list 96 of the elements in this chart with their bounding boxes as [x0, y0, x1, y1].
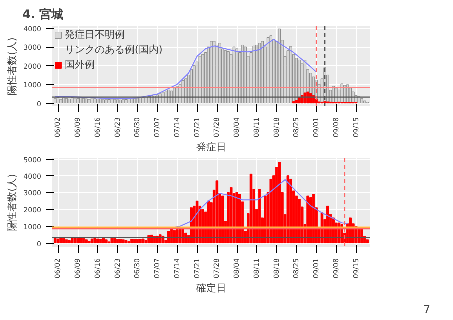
bar: [198, 56, 202, 104]
bar: [272, 39, 276, 104]
bar: [62, 238, 66, 244]
bar: [252, 46, 256, 104]
bar: [227, 52, 230, 104]
bar: [119, 100, 122, 104]
bar: [290, 46, 292, 104]
bar: [278, 28, 282, 104]
bar: [70, 97, 74, 104]
bar: [360, 98, 364, 104]
bar: [65, 240, 68, 244]
bar: [128, 98, 131, 104]
bar: [116, 100, 120, 104]
bar: [218, 43, 222, 104]
bar: [114, 99, 116, 104]
y-axis-title: 陽性者数(人): [6, 174, 19, 232]
legend-label: リンクのある例(国内): [65, 44, 163, 57]
bar: [136, 98, 140, 104]
bar: [130, 239, 134, 244]
bar: [298, 199, 301, 244]
bar: [74, 98, 77, 104]
bar: [88, 241, 91, 244]
bar: [202, 209, 204, 244]
bar: [295, 100, 298, 104]
bar: [363, 100, 366, 104]
bar: [105, 240, 108, 244]
bar: [60, 99, 62, 104]
bar: [110, 99, 114, 104]
bar: [119, 239, 122, 244]
bar: [190, 69, 194, 104]
bar: [105, 99, 108, 104]
bar: [108, 100, 111, 104]
bar: [110, 238, 114, 244]
bar: [221, 196, 224, 244]
bar: [207, 200, 210, 244]
bar: [290, 178, 292, 244]
bar: [236, 48, 238, 104]
bar: [90, 238, 94, 244]
bar: [261, 41, 264, 104]
bar: [99, 239, 102, 244]
bar: [56, 97, 60, 104]
bar: [139, 239, 142, 244]
bar: [236, 192, 238, 244]
bar: [96, 238, 100, 244]
bar: [244, 46, 247, 104]
bar: [286, 176, 290, 244]
bar: [85, 98, 88, 104]
bar: [270, 178, 273, 244]
bar: [114, 238, 116, 244]
x-axis-title: 発症日: [196, 142, 226, 154]
legend-label: 発症日不明例: [65, 28, 125, 42]
bar: [216, 44, 219, 104]
bar: [56, 238, 60, 244]
bar: [278, 162, 282, 244]
bar: [193, 66, 196, 104]
bar: [124, 240, 128, 244]
bar: [202, 54, 204, 104]
bar: [65, 98, 68, 104]
bar: [102, 100, 105, 104]
bar: [216, 180, 219, 244]
bar: [224, 50, 228, 104]
line-series: [171, 179, 348, 229]
y-axis-title: 陽性者数(人): [6, 38, 19, 96]
bar: [270, 36, 273, 104]
bar: [210, 41, 213, 104]
bar: [315, 99, 318, 104]
bar: [102, 238, 105, 244]
bar: [76, 238, 80, 244]
bar: [144, 97, 148, 104]
bar: [366, 240, 370, 244]
bar: [122, 99, 125, 104]
bar: [124, 100, 128, 104]
bar: [60, 238, 62, 244]
bar: [68, 240, 71, 244]
chart-title: 4. 宮城: [22, 8, 64, 22]
bar: [264, 196, 267, 244]
bar: [80, 98, 82, 104]
bar: [142, 238, 145, 244]
bar: [136, 239, 140, 244]
bar: [88, 99, 91, 104]
bar: [130, 98, 134, 104]
bar: [85, 240, 88, 244]
bar: [68, 98, 71, 104]
bar: [298, 97, 301, 104]
bar: [173, 88, 176, 104]
text: 7: [424, 304, 430, 316]
bar: [96, 98, 100, 104]
x-axis-title: 確定日: [196, 282, 226, 295]
bar: [94, 98, 96, 104]
bar: [256, 44, 258, 104]
legend-label: 国外例: [65, 59, 95, 72]
bar: [122, 240, 125, 244]
bar: [70, 238, 74, 244]
bar: [238, 194, 242, 244]
bar: [139, 98, 142, 104]
bar: [76, 98, 80, 104]
